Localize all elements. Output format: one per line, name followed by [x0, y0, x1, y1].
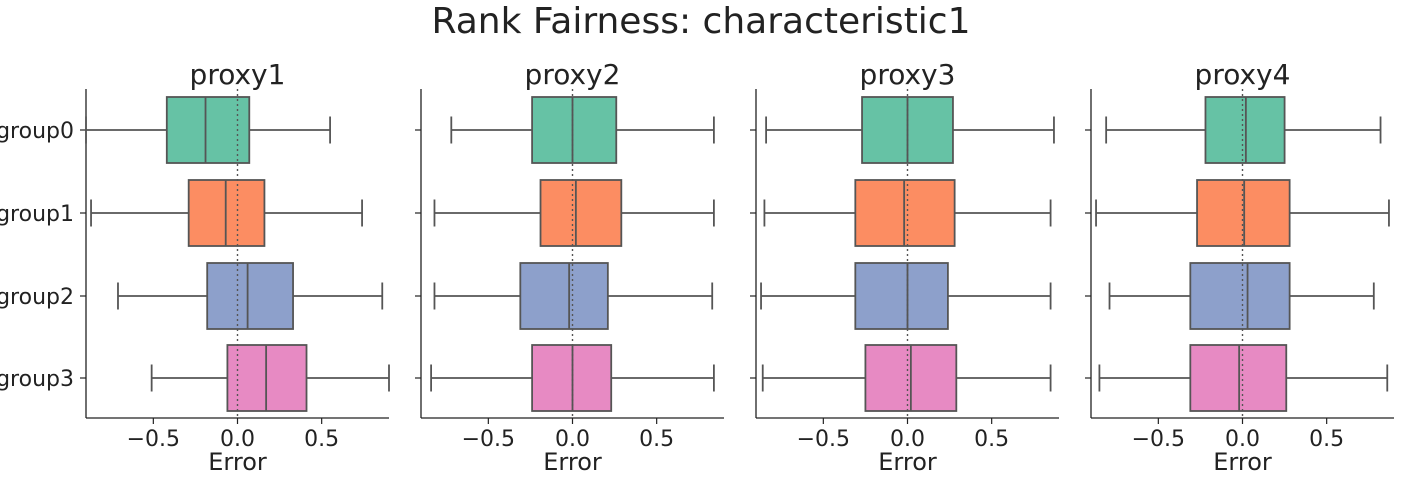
box-group2	[760, 262, 1052, 330]
category-label: group0	[0, 119, 74, 144]
panel-proxy2: proxy2 −0.5 0.0 0.5 Error	[415, 58, 724, 476]
category-label: group1	[0, 202, 74, 227]
box-group1	[433, 179, 715, 247]
box-iqr	[531, 96, 618, 164]
panel-proxy4: proxy4 −0.5 0.0 0.5 Error	[1085, 58, 1394, 476]
box-group2	[433, 262, 714, 330]
box-iqr	[165, 96, 251, 164]
box-group1	[1095, 179, 1390, 247]
box-group0	[85, 96, 331, 164]
x-tick-label: 0.0	[555, 427, 590, 452]
box-group1	[763, 179, 1052, 247]
x-tick-label: −0.5	[797, 427, 850, 452]
panel-proxy1: proxy1 group0 group1 group2 group3 −0.5 0.0 0.5…	[0, 58, 390, 476]
panel-title: proxy4	[1195, 58, 1291, 91]
panel-proxy3: proxy3 −0.5 0.0 0.5 Error	[750, 58, 1059, 476]
box-group2	[1108, 262, 1375, 330]
x-tick-label: 0.0	[1225, 427, 1260, 452]
x-tick-label: 0.0	[890, 427, 925, 452]
x-axis-label: Error	[208, 448, 267, 476]
x-axis-label: Error	[1213, 448, 1272, 476]
x-tick-label: 0.5	[974, 427, 1009, 452]
box-group0	[450, 96, 715, 164]
box-group3	[430, 344, 715, 412]
x-tick-label: 0.5	[1309, 427, 1344, 452]
category-label: group3	[0, 367, 74, 392]
box-iqr	[206, 262, 294, 330]
x-axis-label: Error	[543, 448, 602, 476]
x-tick-label: 0.5	[304, 427, 339, 452]
box-group0	[765, 96, 1055, 164]
box-group3	[1098, 344, 1389, 412]
figure-title: Rank Fairness: characteristic1	[431, 1, 970, 42]
box-group3	[150, 344, 390, 412]
x-axis-label: Error	[878, 448, 937, 476]
x-tick-label: −0.5	[127, 427, 180, 452]
category-label: group2	[0, 285, 74, 310]
box-iqr	[1189, 262, 1291, 330]
box-group3	[761, 344, 1052, 412]
box-iqr	[854, 262, 949, 330]
box-group1	[90, 179, 363, 247]
x-tick-label: −0.5	[462, 427, 515, 452]
box-iqr	[519, 262, 609, 330]
panel-title: proxy3	[860, 58, 956, 91]
box-group2	[117, 262, 384, 330]
box-group0	[1105, 96, 1382, 164]
x-tick-label: 0.0	[220, 427, 255, 452]
box-iqr	[539, 179, 623, 247]
x-tick-label: 0.5	[639, 427, 674, 452]
panel-title: proxy2	[525, 58, 621, 91]
panels: proxy1 group0 group1 group2 group3 −0.5 0.0 0.5…	[0, 58, 1394, 476]
x-tick-label: −0.5	[1132, 427, 1185, 452]
panel-title: proxy1	[190, 58, 286, 91]
